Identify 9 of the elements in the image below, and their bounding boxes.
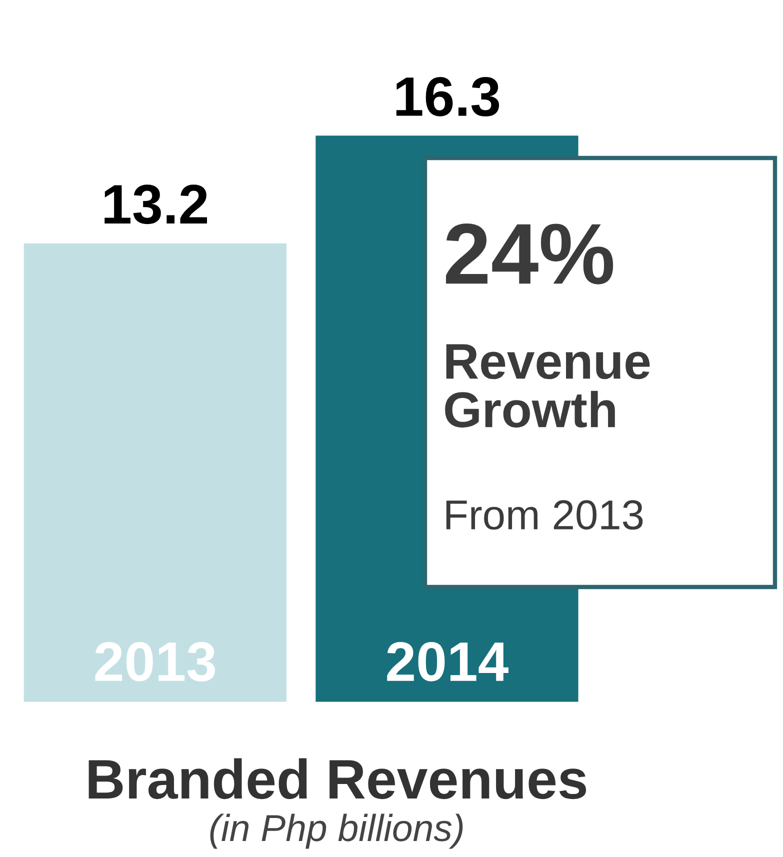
annotation: Revenue Growth: [445, 344, 650, 428]
data-label: 13.2: [104, 184, 208, 224]
text: (in Php billions): [210, 814, 463, 849]
data-label: 16.3: [396, 76, 500, 116]
x-tick-label: 2013: [95, 642, 215, 682]
text: Branded Revenues: [88, 758, 586, 800]
annotation: 24%: [446, 224, 614, 284]
x-tick-label: 2014: [387, 642, 508, 682]
annotation: From 2013: [446, 500, 643, 530]
